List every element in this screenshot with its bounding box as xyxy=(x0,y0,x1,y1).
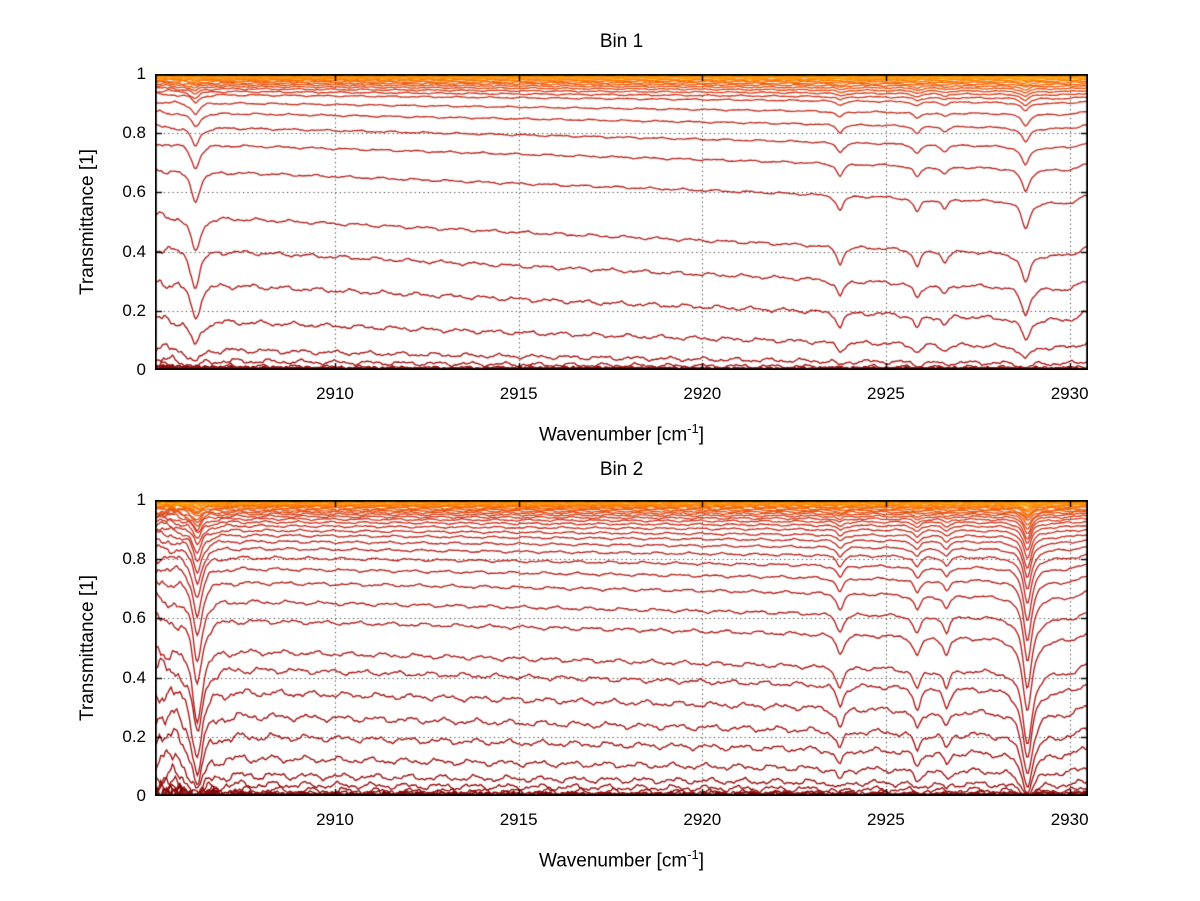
subplot1-spectra-canvas xyxy=(155,74,1088,370)
y-tick-label: 0.4 xyxy=(122,667,146,687)
x-tick-label: 2910 xyxy=(316,810,354,829)
x-tick-label: 2920 xyxy=(683,384,722,403)
x-tick-label: 2920 xyxy=(683,810,722,829)
y-tick-label: 0.4 xyxy=(122,241,146,261)
subplot2-x-axis-label: Wavenumber [cm-1] xyxy=(538,847,704,872)
x-tick-label: 2930 xyxy=(1050,384,1089,403)
y-tick-label: 0.6 xyxy=(122,182,146,202)
x-tick-label: 2925 xyxy=(867,810,905,829)
x-tick-label: 2910 xyxy=(316,384,354,403)
subplot2-spectra-canvas xyxy=(155,500,1088,796)
subplot2-title: Bin 2 xyxy=(599,459,644,480)
y-tick-label: 0.8 xyxy=(122,549,146,569)
y-tick-label: 0 xyxy=(136,786,146,805)
x-tick-label: 2930 xyxy=(1050,810,1089,829)
x-tick-label: 2915 xyxy=(499,384,538,403)
subplot1-title: Bin 1 xyxy=(599,31,644,52)
x-tick-label: 2915 xyxy=(499,810,538,829)
y-tick-label: 1 xyxy=(136,490,146,509)
y-tick-label: 1 xyxy=(136,64,146,83)
subplot1-x-axis-label: Wavenumber [cm-1] xyxy=(538,421,704,446)
y-tick-label: 0.6 xyxy=(122,608,146,628)
y-tick-label: 0.2 xyxy=(122,300,146,320)
y-tick-label: 0 xyxy=(136,360,146,379)
y-tick-label: 0.8 xyxy=(122,123,146,143)
x-tick-label: 2925 xyxy=(867,384,905,403)
y-tick-label: 0.2 xyxy=(122,726,146,746)
